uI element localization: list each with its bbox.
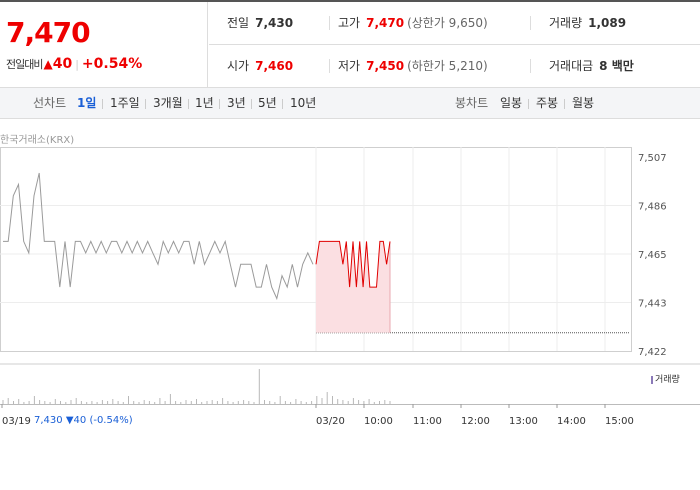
prev-price: 7,430 (34, 415, 63, 426)
candle-chart-label: 봉차트 (455, 96, 489, 110)
x-tick-label: 11:00 (413, 416, 442, 427)
y-tick-label: 7,507 (638, 153, 667, 164)
stat-value: 1,089 (588, 16, 627, 30)
x-tick-label: 14:00 (557, 416, 586, 427)
stat-label: 고가 (338, 16, 361, 30)
y-tick-label: 7,422 (638, 347, 667, 358)
tab-period-1y[interactable]: 1년 (195, 96, 214, 110)
x-tick-label: 03/20 (316, 416, 345, 427)
volume-legend: 거래량 (651, 372, 680, 385)
price-change: 전일대비▲40 | +0.54% (6, 56, 142, 72)
tab-candle-daily[interactable]: 일봉 (500, 96, 523, 110)
volume-legend-label: 거래량 (655, 375, 680, 385)
tab-period-3y[interactable]: 3년 (227, 96, 246, 110)
series-line-today (315, 240, 391, 288)
x-tick-label: 15:00 (605, 416, 634, 427)
current-price: 7,470 (6, 16, 91, 49)
stat-label: 전일 (227, 16, 250, 30)
stat-low: 저가 7,450 (하한가 5,210) (338, 45, 488, 88)
stat-prev-close: 전일 7,430 (227, 2, 293, 45)
series-area-today (316, 241, 390, 333)
y-tick-label: 7,486 (638, 202, 667, 213)
stat-value: 7,470 (366, 16, 405, 30)
upper-limit: (상한가 9,650) (407, 16, 488, 30)
tab-period-1w[interactable]: 1주일 (110, 96, 140, 110)
stat-value: 7,460 (255, 59, 294, 73)
stat-value: 7,450 (366, 59, 405, 73)
prev-change: ▼40 (65, 415, 87, 426)
divider (530, 16, 531, 30)
stats-grid: 전일 7,430 고가 7,470 (상한가 9,650) 거래량 1,089 시가 7,… (209, 2, 700, 88)
tab-period-10y[interactable]: 10년 (290, 96, 317, 110)
tab-period-3m[interactable]: 3개월 (153, 96, 183, 110)
series-line-prev-day (3, 172, 314, 301)
tab-period-1d[interactable]: 1일 (77, 96, 97, 110)
x-tick-label: 03/19 (2, 416, 31, 427)
line-chart-label: 선차트 (33, 96, 67, 110)
prev-day-info: 03/19 7,430 ▼40 (-0.54%) (2, 415, 133, 426)
stat-label: 시가 (227, 59, 250, 73)
data-source: 한국거래소(KRX) (0, 135, 75, 146)
tab-period-5y[interactable]: 5년 (258, 96, 277, 110)
divider (102, 99, 103, 109)
divider (530, 59, 531, 73)
stat-amount: 거래대금 8 백만 (549, 45, 634, 88)
y-tick-label: 7,443 (638, 299, 667, 310)
divider (329, 59, 330, 73)
divider (251, 99, 252, 109)
stat-label: 거래량 (549, 16, 583, 30)
quote-header: 7,470 전일대비▲40 | +0.54% 전일 7,430 고가 7,470 (상한가… (0, 0, 700, 88)
x-tick-label: 10:00 (364, 416, 393, 427)
stat-label: 거래대금 (549, 59, 594, 73)
stat-value: 7,430 (255, 16, 294, 30)
prev-change-pct: (-0.54%) (89, 415, 133, 426)
lower-limit: (하한가 5,210) (407, 59, 488, 73)
change-label: 전일대비 (6, 58, 43, 71)
stat-volume: 거래량 1,089 (549, 2, 626, 45)
y-tick-label: 7,465 (638, 250, 667, 261)
stat-open: 시가 7,460 (227, 45, 293, 88)
divider (282, 99, 283, 109)
tab-candle-monthly[interactable]: 월봉 (572, 96, 595, 110)
divider (188, 99, 189, 109)
divider (219, 99, 220, 109)
divider (329, 16, 330, 30)
stat-label: 저가 (338, 59, 361, 73)
x-tick-label: 12:00 (461, 416, 490, 427)
divider (528, 99, 529, 109)
divider: | (75, 58, 79, 71)
up-triangle-icon: ▲ (43, 57, 53, 71)
volume-legend-swatch (651, 375, 653, 384)
x-tick-label: 13:00 (509, 416, 538, 427)
change-percent: +0.54% (81, 56, 143, 72)
tab-candle-weekly[interactable]: 주봉 (536, 96, 559, 110)
current-price-box: 7,470 전일대비▲40 | +0.54% (0, 2, 208, 88)
change-value: 40 (52, 56, 73, 72)
price-chart: 7,507 7,486 7,465 7,443 7,422 03/19 03/20 10:00… (0, 147, 700, 427)
divider (145, 99, 146, 109)
stat-high: 고가 7,470 (상한가 9,650) (338, 2, 488, 45)
chart-tabs: 선차트 1일 1주일 3개월 1년 3년 5년 10년 봉차트 일봉 주봉 월봉 (0, 88, 700, 119)
stat-value: 8 백만 (599, 59, 634, 73)
divider (564, 99, 565, 109)
